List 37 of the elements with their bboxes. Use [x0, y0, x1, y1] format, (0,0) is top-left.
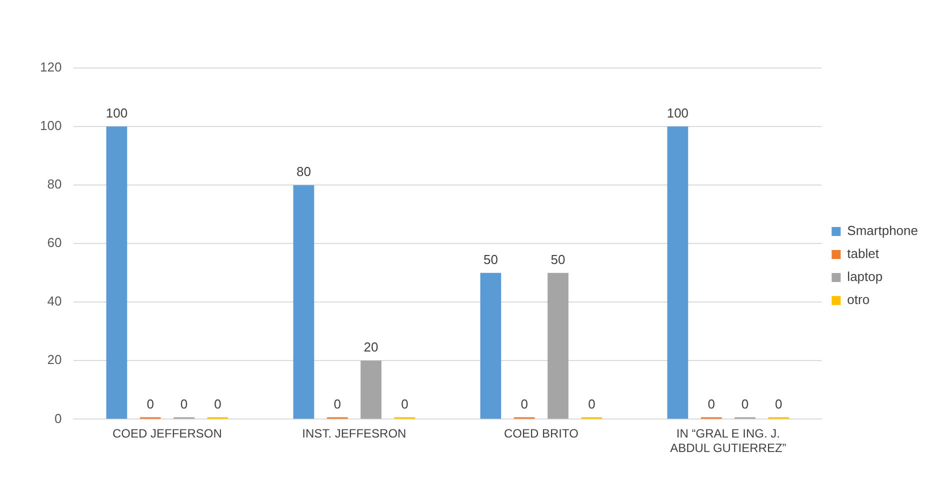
bar	[360, 360, 382, 419]
y-tick-label: 0	[54, 410, 62, 426]
legend-label: otro	[847, 292, 870, 308]
data-label: 0	[520, 396, 528, 412]
legend-label: laptop	[847, 269, 883, 284]
x-tick-label: COED JEFFERSON	[112, 426, 222, 441]
legend-label: Smartphone	[847, 223, 918, 238]
data-label: 0	[775, 396, 782, 412]
data-label: 50	[550, 252, 566, 267]
data-label: 0	[180, 396, 188, 412]
x-tick-label: IN “GRAL E ING. J. ABDUL GUTIERREZ”	[670, 426, 786, 456]
data-label: 80	[296, 164, 311, 180]
data-label: 20	[364, 340, 378, 355]
y-tick-label: 60	[47, 235, 62, 250]
data-label: 100	[666, 106, 689, 121]
data-label: 0	[334, 396, 341, 412]
legend-label: tablet	[847, 246, 880, 262]
bar	[293, 185, 314, 419]
data-label: 0	[708, 396, 715, 412]
y-tick-label: 20	[47, 352, 62, 368]
data-label: 100	[106, 106, 128, 121]
y-tick-label: 100	[40, 118, 62, 134]
data-label: 0	[588, 396, 596, 412]
data-label: 0	[146, 396, 154, 412]
bar	[667, 126, 688, 419]
x-tick-label: INST. JEFFESRON	[302, 426, 406, 441]
bar	[106, 126, 128, 419]
y-tick-label: 120	[40, 60, 62, 75]
x-tick-label: COED BRITO	[504, 426, 578, 441]
data-label: 0	[214, 396, 222, 412]
bar	[480, 272, 502, 419]
bar	[548, 272, 568, 419]
y-tick-label: 80	[47, 176, 62, 192]
data-label: 50	[483, 252, 498, 267]
data-label: 0	[741, 396, 749, 412]
y-tick-label: 40	[47, 294, 62, 309]
data-label: 0	[401, 396, 408, 412]
